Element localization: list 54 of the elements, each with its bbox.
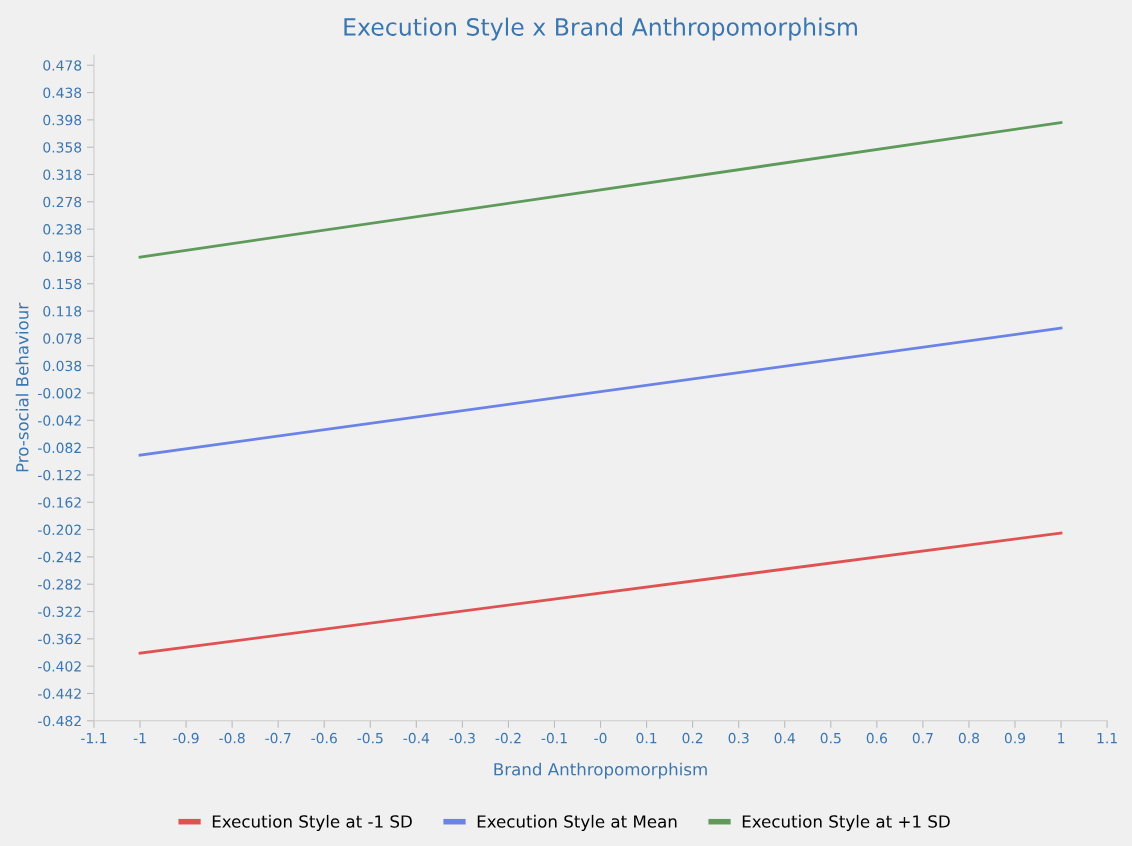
y-tick-label: -0.122	[38, 469, 81, 481]
legend-label: Execution Style at -1 SD	[212, 814, 412, 831]
y-tick-label: 0.278	[43, 196, 82, 208]
x-tick-label: 0.7	[912, 732, 933, 744]
chart-title: Execution Style x Brand Anthropomorphism	[344, 17, 857, 41]
x-axis-title: Brand Anthropomorphism	[494, 762, 707, 779]
x-tick-label: -0.4	[403, 732, 430, 744]
x-tick-label: 0.6	[866, 732, 888, 744]
y-tick-label: 0.198	[43, 251, 82, 262]
y-tick-label: 0.238	[43, 224, 82, 235]
y-tick-label: -0.322	[38, 606, 81, 618]
y-tick-label: -0.042	[38, 415, 81, 426]
legend-label: Execution Style at Mean	[477, 814, 677, 831]
y-tick-label: -0.242	[38, 551, 81, 563]
legend-label: Execution Style at +1 SD	[742, 814, 950, 831]
y-tick-label: 0.358	[43, 142, 82, 153]
y-tick-label: 0.398	[43, 114, 82, 126]
y-tick-label: -0.362	[38, 633, 81, 645]
x-tick-label: 0.1	[636, 732, 657, 744]
y-axis-title: Pro-social Behaviour	[15, 302, 29, 472]
x-tick-label: 0.9	[1004, 732, 1026, 744]
y-tick-label: 0.158	[43, 278, 82, 290]
x-tick-label: -1.1	[81, 733, 107, 744]
x-tick-label: 1.1	[1097, 733, 1117, 744]
y-tick-label: -0.282	[38, 579, 81, 590]
y-tick-label: -0.162	[38, 497, 81, 508]
y-tick-label: 0.078	[43, 333, 82, 344]
x-tick-label: -0.3	[449, 732, 475, 744]
x-tick-label: 0.5	[820, 732, 841, 744]
x-tick-label: 0.4	[774, 732, 795, 744]
x-tick-label: 0.8	[958, 732, 980, 744]
x-tick-label: -0.9	[173, 732, 199, 744]
x-tick-label: 0.2	[682, 732, 703, 744]
x-tick-label: -0.5	[357, 732, 383, 744]
x-tick-label: 1	[1058, 733, 1065, 744]
y-tick-label: -0.082	[38, 442, 81, 454]
x-tick-label: -1	[133, 733, 146, 744]
y-tick-label: -0.482	[38, 715, 81, 727]
x-tick-label: -0.7	[265, 732, 291, 744]
x-tick-label: -0.1	[541, 732, 567, 744]
x-tick-label: 0.3	[728, 732, 749, 744]
y-tick-label: -0.442	[38, 688, 81, 699]
x-tick-label: -0.8	[219, 732, 245, 744]
x-tick-label: -0.6	[311, 732, 337, 744]
y-tick-label: 0.478	[43, 60, 82, 71]
y-tick-label: -0.202	[38, 524, 81, 536]
x-tick-label: -0.2	[495, 732, 521, 744]
y-tick-label: 0.438	[43, 87, 82, 99]
y-tick-label: 0.318	[43, 169, 82, 180]
y-tick-label: -0.402	[38, 661, 81, 672]
y-tick-label: 0.118	[43, 306, 82, 317]
y-tick-label: 0.038	[43, 360, 82, 372]
y-tick-label: -0.002	[38, 387, 81, 399]
x-tick-label: -0	[594, 732, 607, 744]
